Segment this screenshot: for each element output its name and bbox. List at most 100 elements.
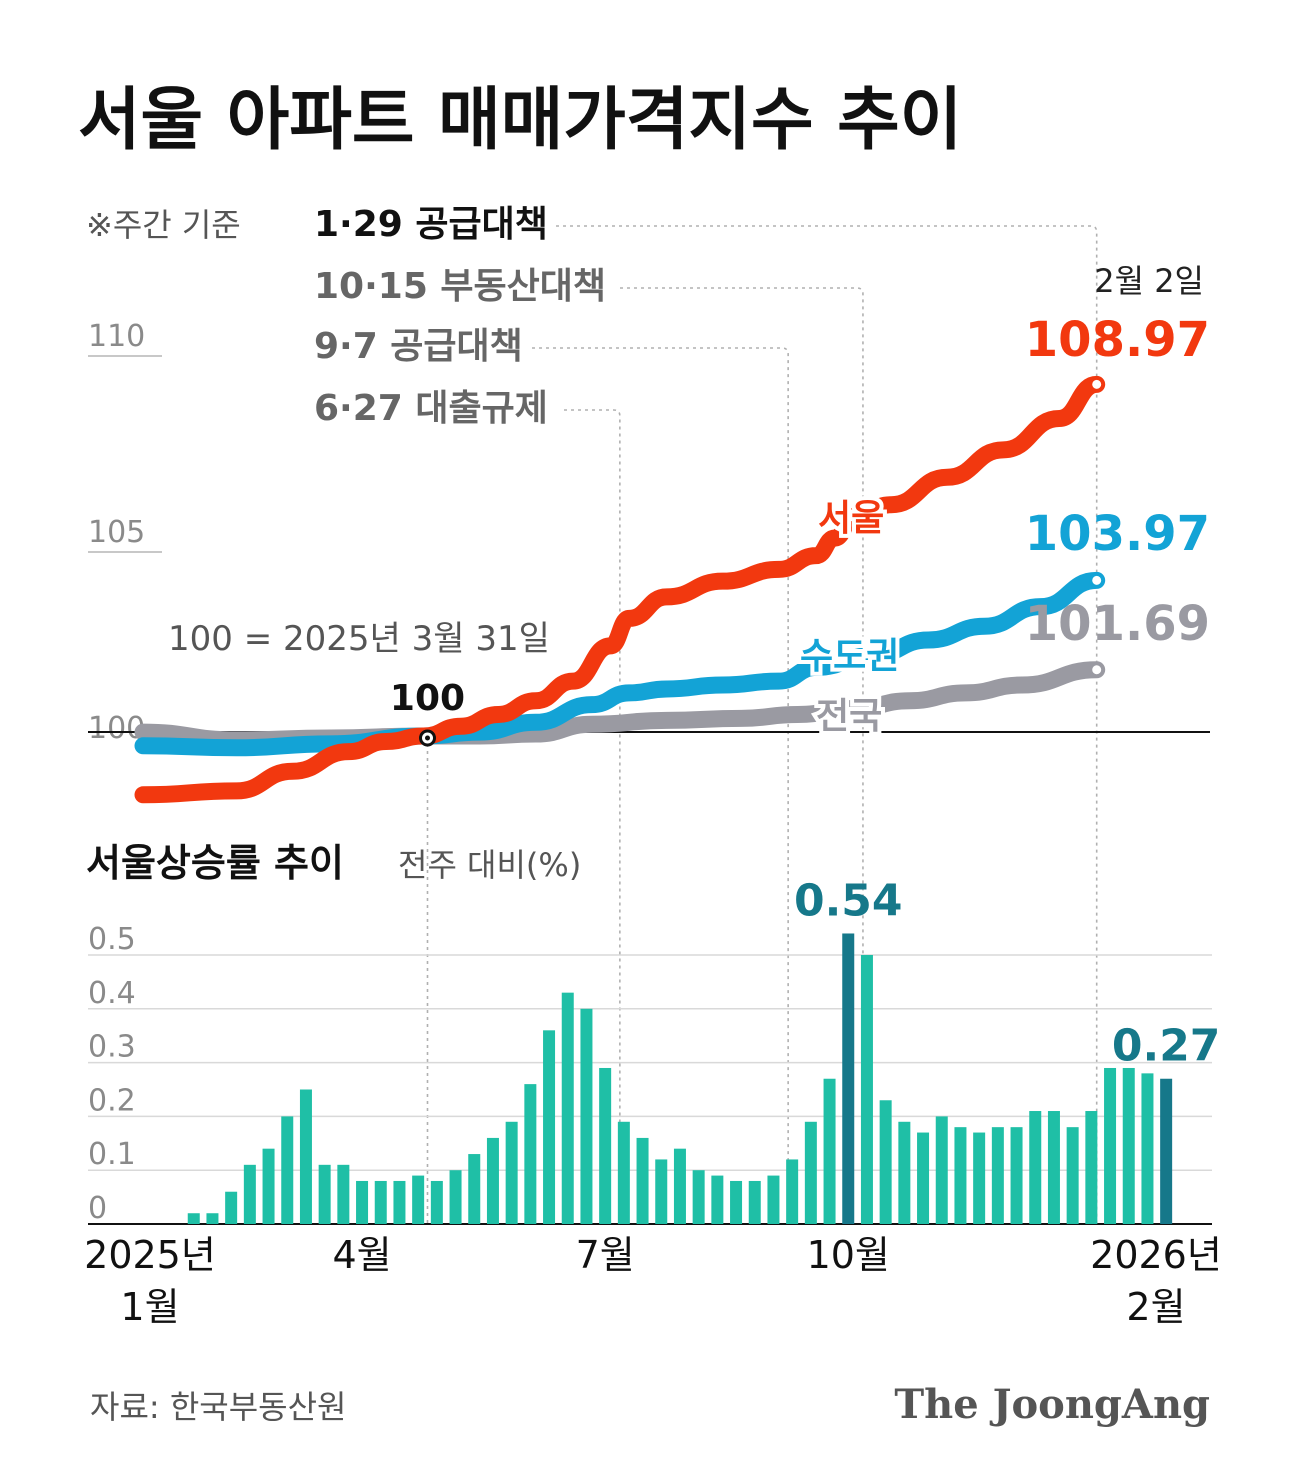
policy-label-0627: 6·27 대출규제 xyxy=(314,388,548,429)
series-end-marker xyxy=(1089,662,1105,678)
x-axis-label: 10월 xyxy=(807,1233,890,1277)
brand-logo: The JoongAng xyxy=(894,1381,1210,1428)
bar xyxy=(1122,1067,1135,1224)
bar-chart-subtitle: 전주 대비(%) xyxy=(398,846,581,884)
weekly-basis-note: ※주간 기준 xyxy=(86,206,241,244)
bar xyxy=(543,1030,556,1224)
source-label: 자료: 한국부동산원 xyxy=(90,1388,346,1426)
bar xyxy=(748,1180,761,1224)
bar xyxy=(337,1164,350,1224)
bar xyxy=(561,992,574,1224)
bar xyxy=(1160,1078,1173,1224)
policy-guide-line xyxy=(532,347,789,1224)
x-axis-label: 7월 xyxy=(576,1233,635,1277)
x-axis-label: 2025년 xyxy=(84,1233,216,1277)
bar xyxy=(1029,1111,1042,1224)
bar xyxy=(318,1164,331,1224)
series-line-0 xyxy=(134,375,1106,804)
bar xyxy=(243,1164,256,1224)
bar xyxy=(991,1127,1004,1224)
bar xyxy=(692,1170,705,1224)
policy-guide-line xyxy=(564,409,621,1224)
x-axis-label: 1월 xyxy=(120,1285,179,1329)
bar xyxy=(1141,1073,1154,1224)
bar xyxy=(823,1078,836,1224)
bar-tick-label: 0.5 xyxy=(88,922,136,957)
bar xyxy=(299,1089,312,1224)
bar xyxy=(617,1121,630,1224)
bar xyxy=(206,1213,219,1224)
bar-tick-label: 0 xyxy=(88,1191,107,1226)
bar xyxy=(281,1116,294,1224)
bar-chart-title: 서울상승률 추이 xyxy=(86,841,344,885)
policy-label-1015: 10·15 부동산대책 xyxy=(314,266,606,307)
bar xyxy=(786,1159,799,1224)
base-point-dot xyxy=(425,735,430,741)
series-name-label: 서울 xyxy=(818,498,884,539)
bar xyxy=(1010,1127,1023,1224)
bar xyxy=(636,1137,649,1224)
bar xyxy=(393,1180,406,1224)
bar-tick-label: 0.4 xyxy=(88,976,136,1011)
bar xyxy=(449,1170,462,1224)
date-label: 2월 2일 xyxy=(1094,262,1204,300)
series-name-label: 전국 xyxy=(816,696,882,737)
bar xyxy=(954,1127,967,1224)
bar xyxy=(225,1191,238,1224)
bar-tick-label: 0.3 xyxy=(88,1030,136,1065)
policy-label-0907: 9·7 공급대책 xyxy=(314,326,523,367)
policy-guide-line xyxy=(556,225,1098,1224)
x-axis-labels: 2025년 1월 4월 7월 10월 2026년 2월 xyxy=(84,1233,1222,1329)
bar xyxy=(860,955,873,1224)
baseline-note: 100 = 2025년 3월 31일 xyxy=(168,619,550,659)
bar xyxy=(468,1154,481,1224)
bar xyxy=(1085,1111,1098,1224)
series-end-value: 103.97 xyxy=(1025,506,1210,562)
bar xyxy=(842,933,855,1224)
x-axis-label: 2026년 xyxy=(1090,1233,1222,1277)
policy-guide-lines xyxy=(426,225,1098,1224)
bar-value-label: 0.54 xyxy=(794,875,903,926)
line-tick-label: 110 xyxy=(88,319,145,354)
bar xyxy=(524,1084,537,1224)
bar xyxy=(898,1121,911,1224)
bar xyxy=(730,1180,743,1224)
bar xyxy=(935,1116,948,1224)
bar xyxy=(804,1121,817,1224)
line-tick-label: 105 xyxy=(88,515,145,550)
x-axis-label: 4월 xyxy=(332,1233,391,1277)
bar xyxy=(356,1180,369,1224)
bar xyxy=(1104,1067,1117,1224)
bar xyxy=(505,1121,518,1224)
series-end-value: 101.69 xyxy=(1025,596,1210,652)
policy-guide-line xyxy=(620,287,864,1224)
bar xyxy=(1066,1127,1079,1224)
bar-series: 0.54 0.27 xyxy=(187,875,1220,1224)
bar xyxy=(486,1137,499,1224)
chart-title: 서울 아파트 매매가격지수 추이 xyxy=(78,81,962,160)
bar xyxy=(1047,1111,1060,1224)
base-point-label: 100 xyxy=(390,678,465,719)
bar xyxy=(374,1180,387,1224)
series-end-value: 108.97 xyxy=(1025,312,1210,368)
bar xyxy=(187,1213,200,1224)
bar xyxy=(580,1008,593,1224)
bar-y-axis: 0.5 0.4 0.3 0.2 0.1 0 xyxy=(88,922,1212,1226)
bar xyxy=(879,1100,892,1224)
bar xyxy=(917,1132,930,1224)
bar xyxy=(655,1159,668,1224)
bar xyxy=(412,1175,425,1224)
series-end-marker xyxy=(1089,572,1105,588)
bar xyxy=(430,1180,443,1224)
bar xyxy=(673,1148,686,1224)
x-axis-label: 2월 xyxy=(1126,1285,1185,1329)
bar xyxy=(599,1067,612,1224)
bar xyxy=(262,1148,275,1224)
series-name-label: 수도권 xyxy=(800,636,899,677)
series-end-marker xyxy=(1089,376,1105,392)
bar-tick-label: 0.2 xyxy=(88,1083,136,1118)
bar xyxy=(973,1132,986,1224)
